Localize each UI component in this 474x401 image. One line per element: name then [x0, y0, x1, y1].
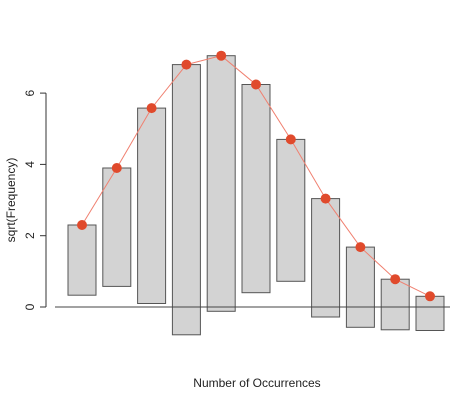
- bar-8: [345, 246, 375, 328]
- bar-0: [67, 224, 97, 296]
- bar-6: [276, 138, 306, 282]
- point-5: [251, 79, 261, 90]
- y-axis: 0 2 4 6: [23, 89, 47, 310]
- expected-points-group: [77, 50, 435, 302]
- y-axis-label: sqrt(Frequency): [4, 158, 18, 243]
- bar-9: [380, 278, 410, 331]
- point-9: [390, 274, 401, 285]
- point-10: [425, 291, 435, 302]
- bar-4: [206, 55, 236, 312]
- point-1: [111, 163, 122, 173]
- point-6: [285, 134, 296, 145]
- point-7: [320, 193, 331, 204]
- point-3: [181, 59, 192, 70]
- bars-group: [67, 55, 445, 336]
- y-tick-label-0: 0: [23, 303, 37, 310]
- bar-7: [311, 198, 341, 318]
- y-tick-label-2: 2: [23, 232, 37, 239]
- bar-3: [171, 64, 201, 336]
- y-tick-label-4: 4: [23, 161, 37, 168]
- bar-1: [102, 167, 132, 287]
- bar-10: [415, 295, 445, 331]
- y-tick-label-6: 6: [23, 89, 37, 96]
- point-0: [77, 220, 87, 230]
- x-axis-label: Number of Occurrences: [193, 376, 320, 390]
- point-4: [216, 50, 227, 61]
- bar-5: [241, 84, 271, 294]
- point-2: [146, 103, 157, 114]
- bar-2: [137, 107, 167, 304]
- point-8: [355, 242, 366, 253]
